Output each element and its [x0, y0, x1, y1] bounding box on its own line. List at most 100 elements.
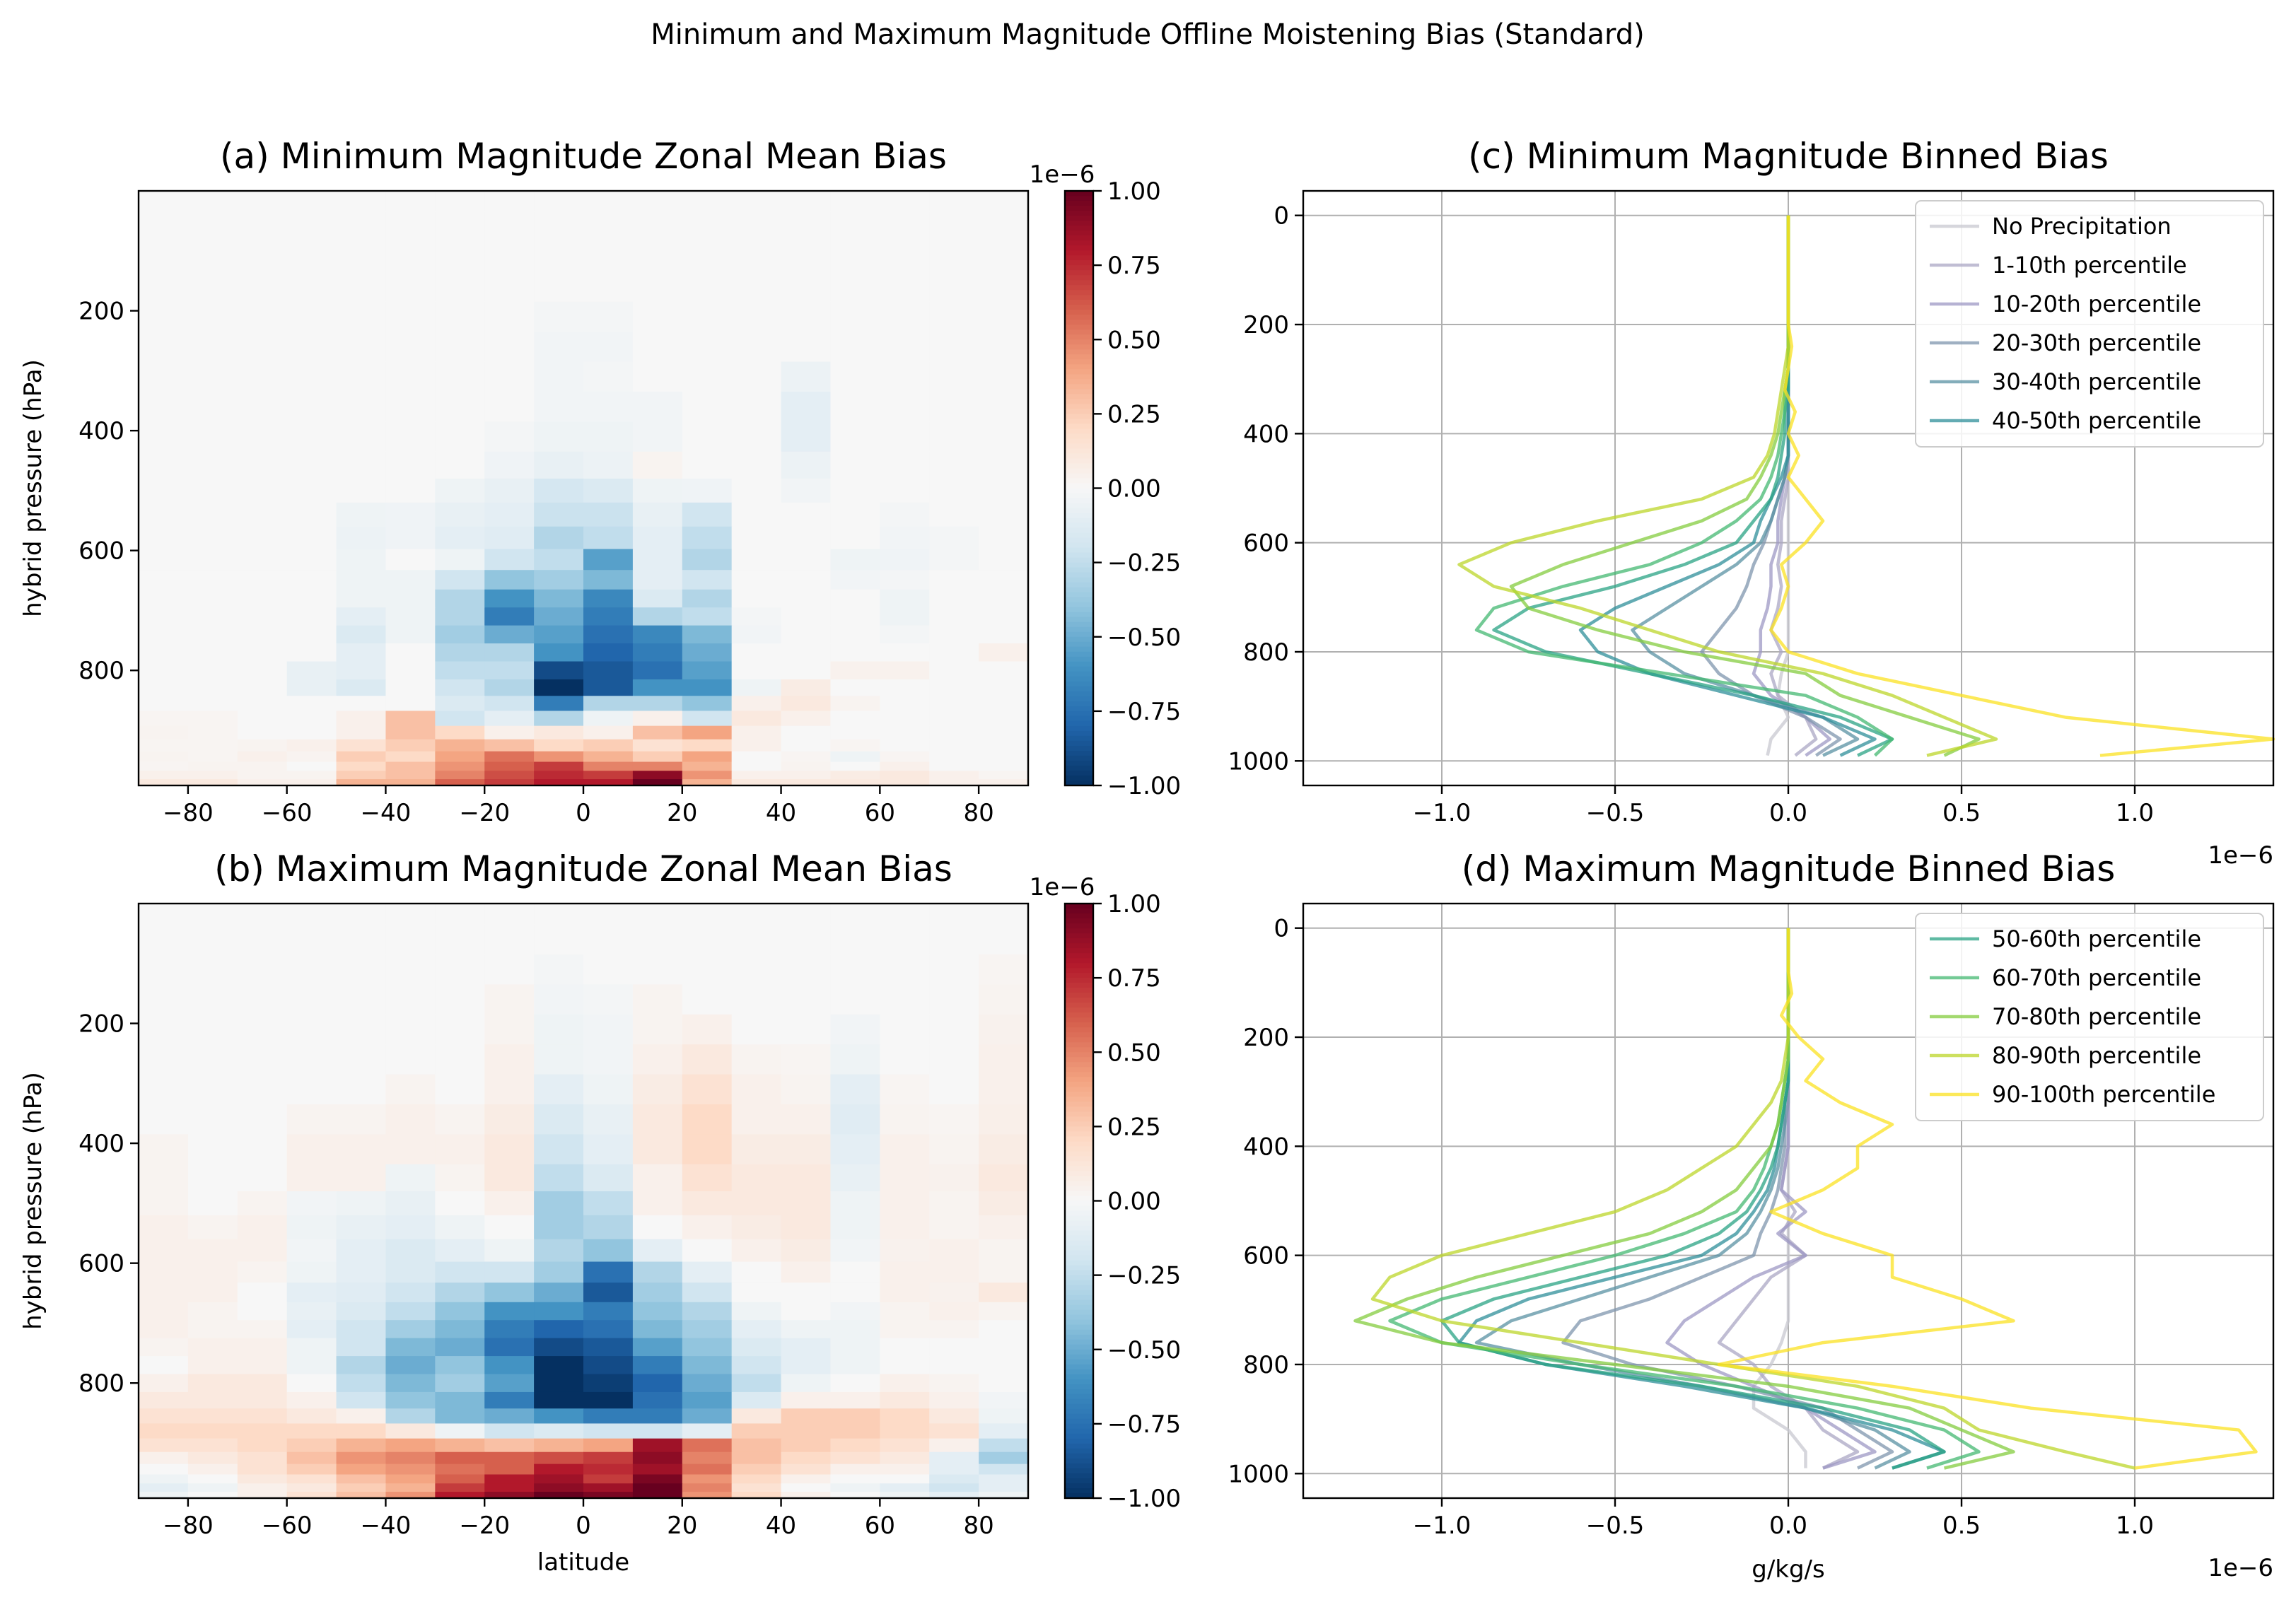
- heatmap-cell: [534, 1302, 584, 1321]
- heatmap-cell: [781, 191, 832, 213]
- colorbar-segment: [1065, 938, 1093, 944]
- colorbar-segment: [1065, 354, 1093, 361]
- colorbar-segment: [1065, 201, 1093, 206]
- heatmap-cell: [979, 607, 1029, 626]
- colorbar-tick-label: −1.00: [1107, 772, 1181, 800]
- legend-label: 20-30th percentile: [1992, 329, 2201, 356]
- heatmap-cell: [830, 1074, 880, 1105]
- heatmap-cell: [880, 1391, 930, 1409]
- heatmap-cell: [139, 589, 189, 608]
- heatmap-cell: [435, 478, 485, 503]
- colorbar-segment: [1065, 1042, 1093, 1048]
- heatmap-cell: [781, 1239, 832, 1263]
- heatmap-cell: [385, 904, 436, 925]
- heatmap-cell: [979, 954, 1029, 986]
- heatmap-cell: [632, 421, 683, 452]
- heatmap-cell: [187, 625, 238, 644]
- heatmap-cell: [583, 761, 634, 771]
- heatmap-cell: [484, 549, 535, 571]
- heatmap-cell: [187, 242, 238, 273]
- y-tick-label: 800: [78, 1369, 124, 1398]
- legend-label: No Precipitation: [1992, 213, 2172, 240]
- heatmap-cell: [237, 1463, 288, 1475]
- heatmap-cell: [385, 771, 436, 780]
- colorbar-segment: [1065, 1191, 1093, 1197]
- heatmap-cell: [929, 1239, 979, 1263]
- heatmap-cell: [336, 242, 387, 273]
- heatmap-cell: [139, 954, 189, 986]
- heatmap-cell: [237, 1239, 288, 1263]
- x-axis-label: g/kg/s: [1752, 1555, 1824, 1584]
- heatmap-cell: [435, 1320, 485, 1339]
- heatmap-cell: [781, 779, 832, 786]
- heatmap-cell: [583, 984, 634, 1015]
- heatmap-cell: [682, 191, 733, 213]
- heatmap-cell: [286, 1104, 337, 1135]
- heatmap-cell: [781, 1483, 832, 1492]
- heatmap-cell: [237, 1074, 288, 1105]
- x-axis-label: latitude: [537, 1548, 629, 1577]
- heatmap-cell: [385, 1104, 436, 1135]
- colorbar-segment: [1065, 522, 1093, 529]
- heatmap-cell: [385, 954, 436, 986]
- heatmap-cell: [979, 1239, 1029, 1263]
- heatmap-cell: [187, 451, 238, 479]
- colorbar-segment: [1065, 1037, 1093, 1044]
- heatmap-cell: [435, 191, 485, 213]
- heatmap-cell: [929, 301, 979, 332]
- heatmap-cell: [286, 1438, 337, 1453]
- y-tick-label: 200: [78, 1010, 124, 1039]
- heatmap-cell: [385, 1320, 436, 1339]
- heatmap-cell: [731, 502, 782, 527]
- heatmap-cell: [979, 751, 1029, 763]
- heatmap-cell: [830, 1423, 880, 1439]
- heatmap-cell: [632, 1492, 683, 1499]
- colorbar-segment: [1065, 374, 1093, 380]
- colorbar-segment: [1065, 478, 1093, 484]
- colorbar-segment: [1065, 740, 1093, 747]
- heatmap-cell: [781, 211, 832, 242]
- x-tick-label: −80: [163, 799, 214, 827]
- colorbar-segment: [1065, 379, 1093, 385]
- heatmap-cell: [139, 779, 189, 786]
- heatmap-cell: [187, 643, 238, 662]
- heatmap-cell: [139, 1191, 189, 1216]
- x-tick-label: −20: [459, 799, 510, 827]
- legend-label: 40-50th percentile: [1992, 407, 2201, 434]
- heatmap-cell: [187, 211, 238, 242]
- heatmap-cell: [484, 1391, 535, 1409]
- heatmap-cell: [979, 1044, 1029, 1075]
- colorbar-segment: [1065, 285, 1093, 291]
- heatmap-cell: [336, 451, 387, 479]
- heatmap-cell: [830, 696, 880, 712]
- heatmap-cell: [781, 589, 832, 608]
- heatmap-cell: [632, 607, 683, 626]
- heatmap-cell: [237, 1356, 288, 1375]
- heatmap-cell: [583, 1391, 634, 1409]
- colorbar-segment: [1065, 775, 1093, 781]
- heatmap-cell: [435, 1338, 485, 1357]
- heatmap-cell: [484, 191, 535, 213]
- heatmap-cell: [286, 1164, 337, 1192]
- heatmap-cell: [336, 771, 387, 780]
- heatmap-cell: [979, 301, 1029, 332]
- heatmap-cell: [286, 1451, 337, 1465]
- heatmap-cell: [385, 478, 436, 503]
- colorbar-segment: [1065, 1171, 1093, 1177]
- y-tick-label: 200: [78, 298, 124, 326]
- heatmap-cell: [682, 271, 733, 303]
- heatmap-cell: [187, 1302, 238, 1321]
- heatmap-cell: [237, 1423, 288, 1439]
- heatmap-cell: [484, 904, 535, 925]
- colorbar-segment: [1065, 715, 1093, 722]
- heatmap-cell: [781, 570, 832, 590]
- heatmap-cell: [632, 1438, 683, 1453]
- heatmap-cell: [731, 1492, 782, 1499]
- heatmap-cell: [979, 1356, 1029, 1375]
- heatmap-cell: [979, 1104, 1029, 1135]
- heatmap-cell: [286, 679, 337, 696]
- heatmap-cell: [385, 1302, 436, 1321]
- colorbar-segment: [1065, 1077, 1093, 1083]
- heatmap-cell: [336, 661, 387, 680]
- heatmap-cell: [237, 191, 288, 213]
